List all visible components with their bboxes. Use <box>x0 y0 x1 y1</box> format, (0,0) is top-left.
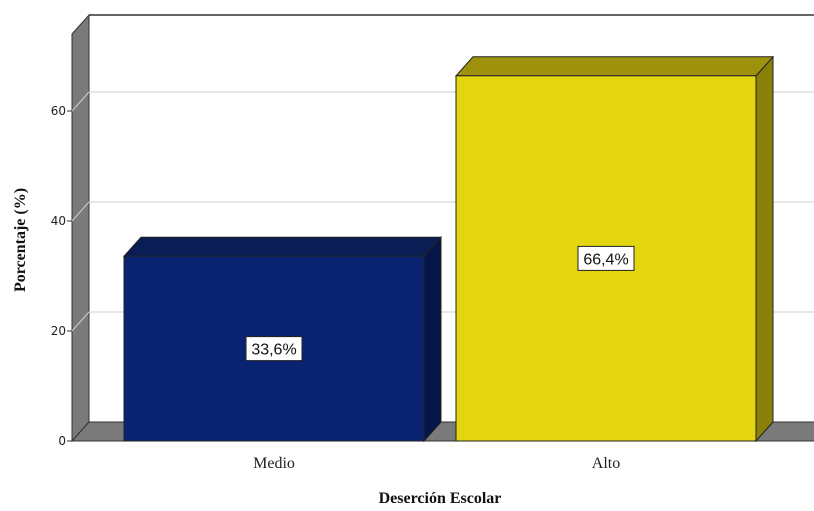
x-tick-labels: Medio Alto <box>253 455 620 472</box>
data-label-box <box>577 245 635 271</box>
gridline-wall <box>71 201 90 222</box>
data-label: 33,6% <box>251 342 296 359</box>
x-axis-title: Deserción Escolar <box>379 490 502 506</box>
side-wall <box>71 13 90 443</box>
bars <box>122 55 775 443</box>
y-tick-label: 20 <box>51 324 66 338</box>
bar-side <box>423 235 442 443</box>
y-tick-labels: 0 20 40 60 <box>51 104 72 448</box>
gridline-wall <box>71 311 90 332</box>
bar-top <box>454 56 775 77</box>
bar-side <box>755 55 774 443</box>
y-tick-label: 40 <box>51 214 66 228</box>
data-label-box <box>245 336 303 362</box>
bar-top <box>122 236 443 257</box>
y-axis-title: Porcentaje (%) <box>12 188 29 292</box>
data-label: 66,4% <box>583 251 628 268</box>
x-tick-label: Alto <box>592 455 620 472</box>
gridline-wall <box>71 91 90 112</box>
x-tick-label: Medio <box>253 455 295 472</box>
y-tick-label: 60 <box>51 104 66 118</box>
y-tick-label: 0 <box>58 434 66 448</box>
data-labels: 33,6% 66,4% <box>245 245 635 362</box>
